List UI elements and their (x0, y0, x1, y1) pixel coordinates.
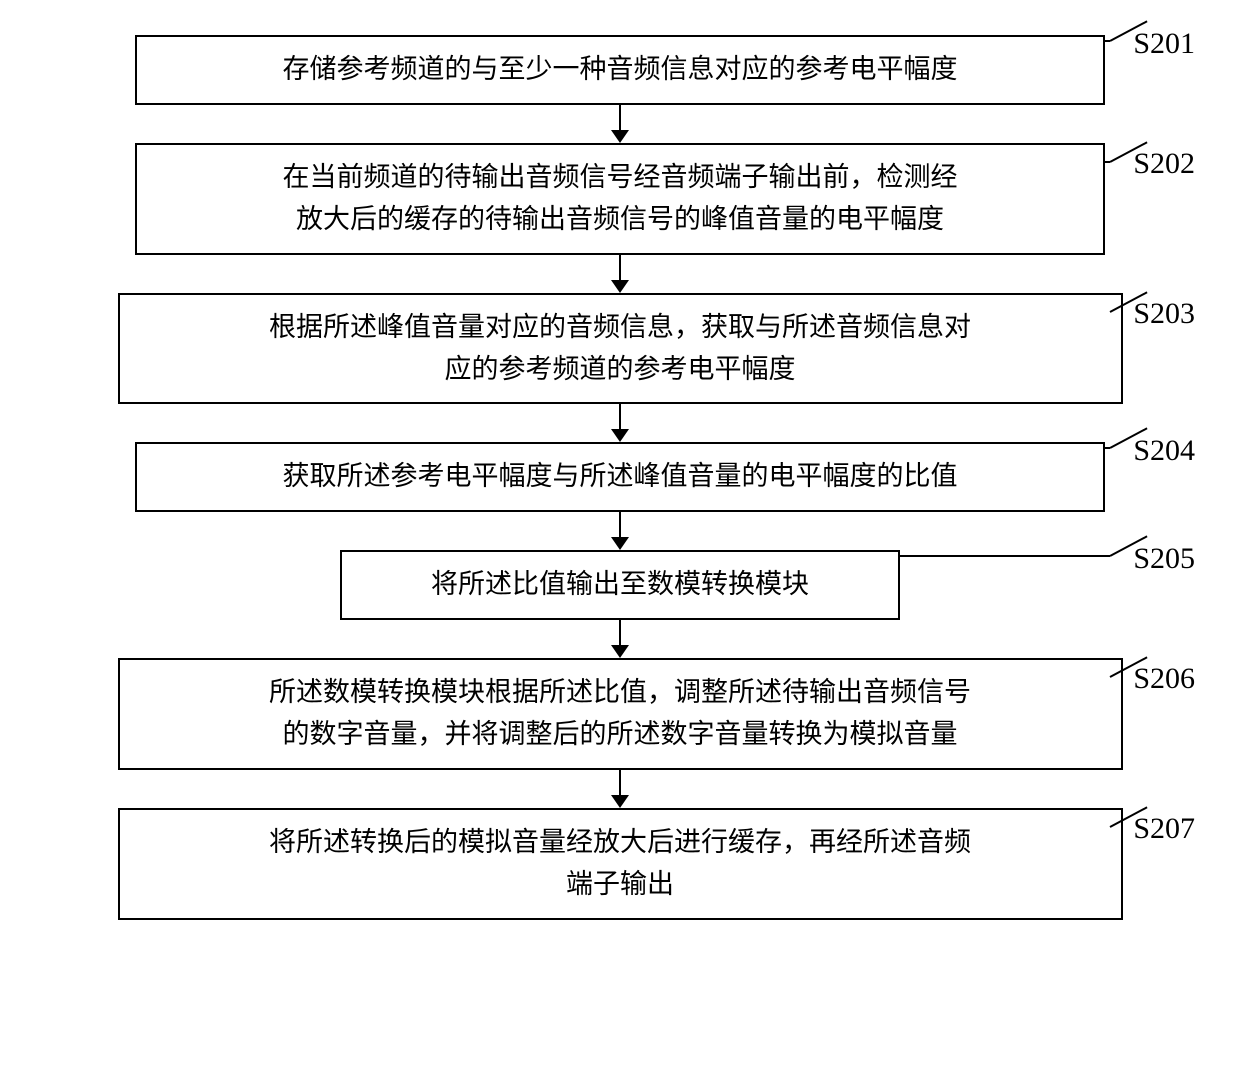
arrow-line (619, 770, 621, 796)
arrow-head-icon (611, 429, 629, 442)
step-wrapper-s205: 将所述比值输出至数模转换模块S205 (0, 550, 1240, 620)
arrow-down-icon (611, 255, 629, 293)
step-box-s205: 将所述比值输出至数模转换模块 (340, 550, 900, 620)
step-wrapper-s206: 所述数模转换模块根据所述比值，调整所述待输出音频信号 的数字音量，并将调整后的所… (0, 658, 1240, 770)
arrow-down-icon (611, 404, 629, 442)
step-wrapper-s207: 将所述转换后的模拟音量经放大后进行缓存，再经所述音频 端子输出 S207 (0, 808, 1240, 920)
arrow-down-icon (611, 105, 629, 143)
arrow-line (619, 105, 621, 131)
step-text: 将所述比值输出至数模转换模块 (431, 564, 809, 606)
arrow-line (619, 255, 621, 281)
arrow-down-icon (611, 770, 629, 808)
step-box-s204: 获取所述参考电平幅度与所述峰值音量的电平幅度的比值 (135, 442, 1105, 512)
step-label-s201: S201 (1133, 27, 1195, 61)
arrow-line (619, 512, 621, 538)
arrow-head-icon (611, 130, 629, 143)
step-text: 存储参考频道的与至少一种音频信息对应的参考电平幅度 (283, 49, 958, 91)
arrow-head-icon (611, 645, 629, 658)
step-text: 在当前频道的待输出音频信号经音频端子输出前，检测经 放大后的缓存的待输出音频信号… (283, 157, 958, 241)
arrow-down-icon (611, 620, 629, 658)
arrow-down-icon (611, 512, 629, 550)
step-text: 所述数模转换模块根据所述比值，调整所述待输出音频信号 的数字音量，并将调整后的所… (269, 672, 971, 756)
step-label-s204: S204 (1133, 434, 1195, 468)
step-box-s207: 将所述转换后的模拟音量经放大后进行缓存，再经所述音频 端子输出 (118, 808, 1123, 920)
arrow-head-icon (611, 280, 629, 293)
step-box-s202: 在当前频道的待输出音频信号经音频端子输出前，检测经 放大后的缓存的待输出音频信号… (135, 143, 1105, 255)
step-box-s206: 所述数模转换模块根据所述比值，调整所述待输出音频信号 的数字音量，并将调整后的所… (118, 658, 1123, 770)
step-wrapper-s204: 获取所述参考电平幅度与所述峰值音量的电平幅度的比值S204 (0, 442, 1240, 512)
arrow-line (619, 404, 621, 430)
arrow-line (619, 620, 621, 646)
step-label-s206: S206 (1133, 662, 1195, 696)
step-wrapper-s203: 根据所述峰值音量对应的音频信息，获取与所述音频信息对 应的参考频道的参考电平幅度… (0, 293, 1240, 405)
step-wrapper-s202: 在当前频道的待输出音频信号经音频端子输出前，检测经 放大后的缓存的待输出音频信号… (0, 143, 1240, 255)
leader-line (900, 555, 1110, 557)
step-text: 获取所述参考电平幅度与所述峰值音量的电平幅度的比值 (283, 456, 958, 498)
step-text: 根据所述峰值音量对应的音频信息，获取与所述音频信息对 应的参考频道的参考电平幅度 (269, 307, 971, 391)
arrow-head-icon (611, 537, 629, 550)
step-wrapper-s201: 存储参考频道的与至少一种音频信息对应的参考电平幅度S201 (0, 35, 1240, 105)
step-label-s207: S207 (1133, 812, 1195, 846)
flowchart-container: 存储参考频道的与至少一种音频信息对应的参考电平幅度S201 在当前频道的待输出音频… (0, 35, 1240, 920)
step-text: 将所述转换后的模拟音量经放大后进行缓存，再经所述音频 端子输出 (269, 822, 971, 906)
step-label-s205: S205 (1133, 542, 1195, 576)
step-label-s202: S202 (1133, 147, 1195, 181)
step-box-s203: 根据所述峰值音量对应的音频信息，获取与所述音频信息对 应的参考频道的参考电平幅度 (118, 293, 1123, 405)
step-box-s201: 存储参考频道的与至少一种音频信息对应的参考电平幅度 (135, 35, 1105, 105)
step-label-s203: S203 (1133, 297, 1195, 331)
arrow-head-icon (611, 795, 629, 808)
